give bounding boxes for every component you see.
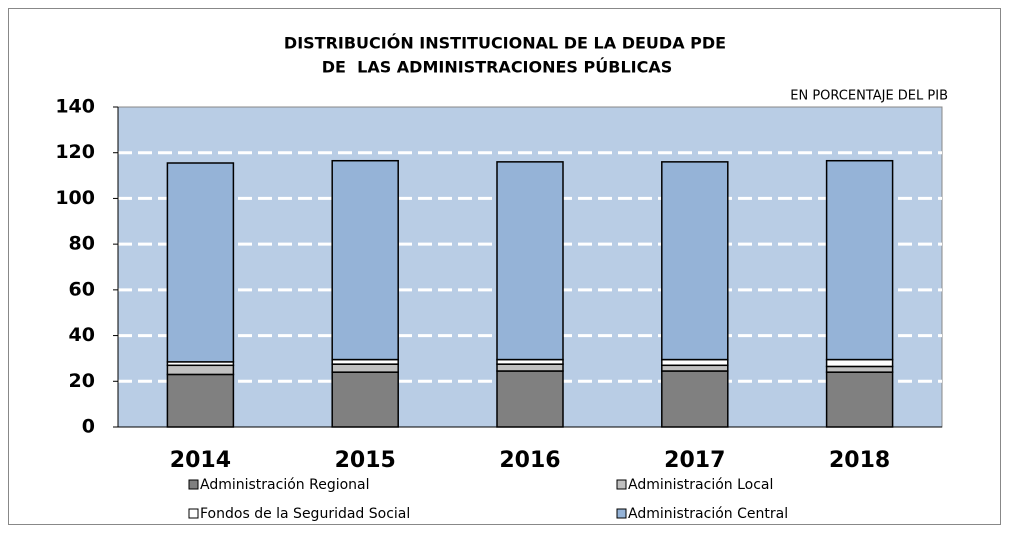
bar-segment	[661, 358, 729, 367]
x-tick-label: 2017	[664, 448, 725, 473]
bar-segment	[825, 358, 894, 368]
legend-label: Administración Regional	[200, 477, 370, 493]
x-tick-label: 2016	[499, 448, 560, 473]
y-tick-label: 100	[55, 187, 95, 209]
bar-segment	[331, 159, 399, 361]
bar-segment	[661, 370, 729, 428]
bar-segment	[166, 162, 235, 363]
legend-label: Fondos de la Seguridad Social	[200, 506, 410, 522]
x-tick-label: 2014	[170, 448, 231, 473]
legend-label: Administración Central	[628, 506, 788, 522]
x-tick-label: 2018	[829, 448, 890, 473]
legend-swatch	[616, 508, 627, 519]
bar-segment	[496, 363, 564, 372]
x-tick-label: 2015	[335, 448, 396, 473]
y-tick-label: 0	[82, 416, 95, 438]
bar-segment	[825, 159, 894, 361]
y-tick-label: 140	[55, 96, 95, 118]
bar-segment	[661, 364, 729, 372]
legend-swatch	[616, 479, 627, 490]
bar-segment	[825, 365, 894, 373]
bar-segment	[166, 364, 235, 376]
y-tick-label: 40	[69, 324, 95, 346]
y-tick-label: 60	[69, 278, 95, 300]
y-tick-label: 20	[69, 370, 95, 392]
y-tick-label: 120	[55, 141, 95, 163]
legend-swatch	[188, 508, 199, 519]
chart-title: DISTRIBUCIÓN INSTITUCIONAL DE LA DEUDA P…	[284, 34, 726, 53]
bar-segment	[496, 370, 564, 428]
legend-swatch	[188, 479, 199, 490]
y-tick-label: 80	[69, 233, 95, 255]
chart-title: DE LAS ADMINISTRACIONES PÚBLICAS	[322, 58, 672, 77]
bar-segment	[331, 363, 399, 373]
unit-label: EN PORCENTAJE DEL PIB	[790, 89, 948, 104]
bar-segment	[661, 161, 729, 361]
bar-segment	[825, 371, 894, 428]
bar-segment	[166, 373, 235, 428]
bar-segment	[331, 371, 399, 428]
legend-label: Administración Local	[628, 477, 773, 493]
bar-segment	[496, 161, 564, 361]
